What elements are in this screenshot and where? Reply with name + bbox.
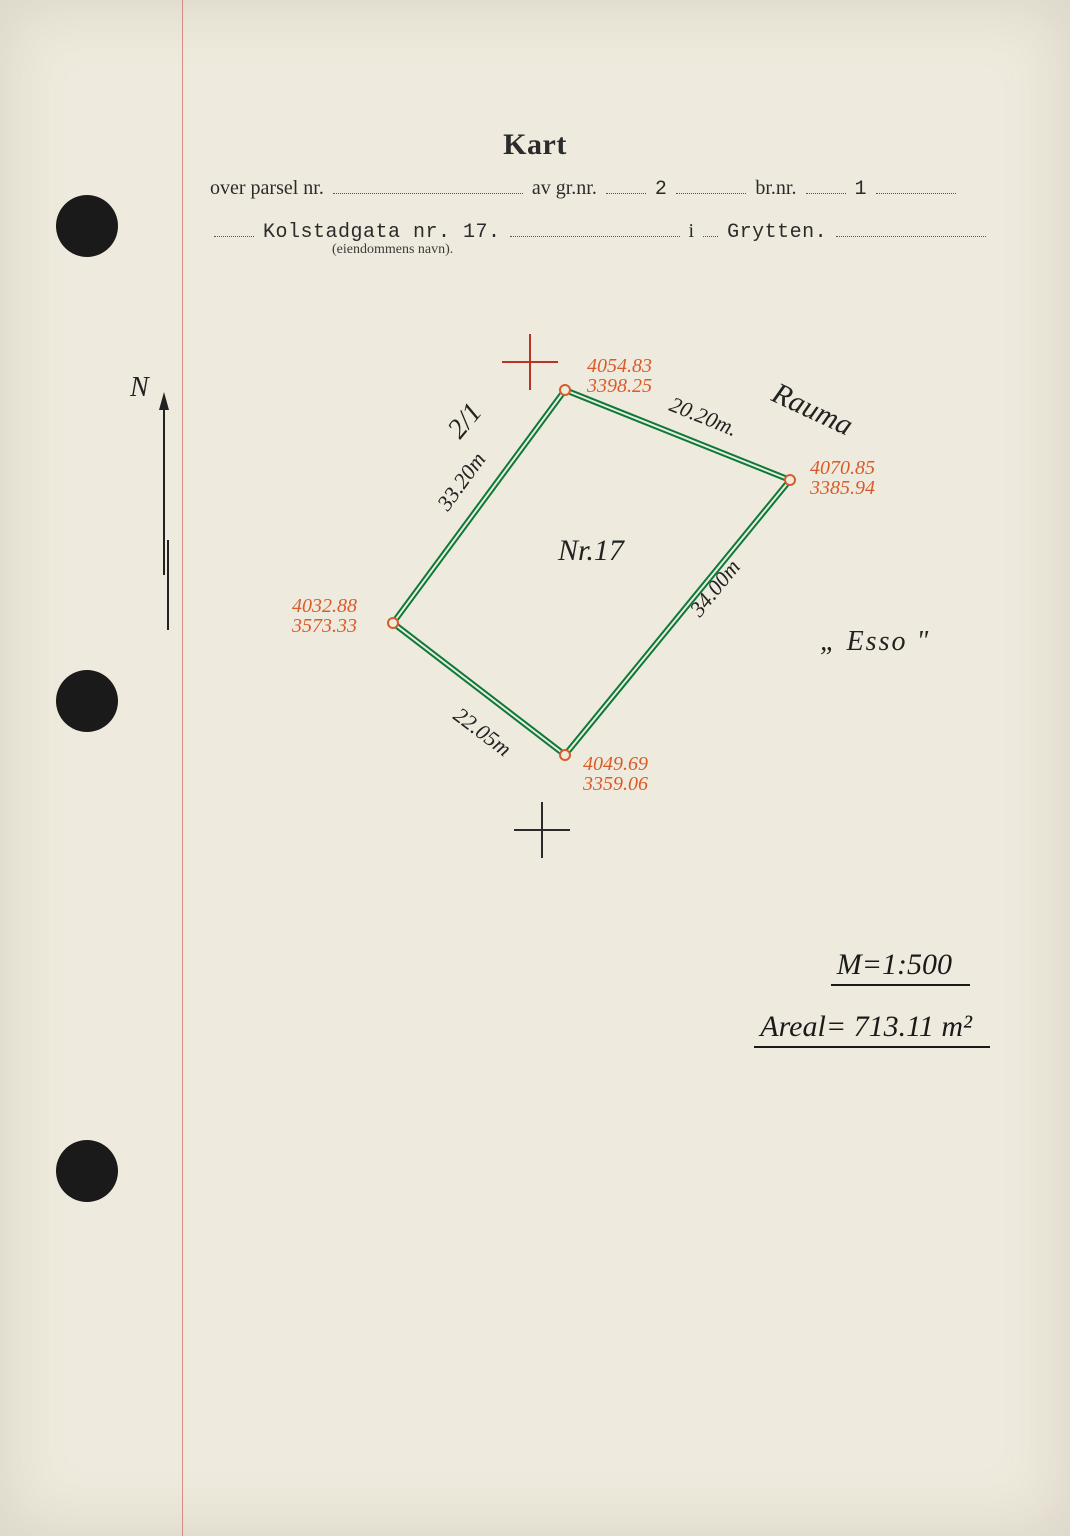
corner-coord: 3385.94	[809, 477, 875, 499]
corner-coord: 3398.25	[586, 375, 652, 397]
area-note: Areal= 713.11 m²	[754, 1010, 990, 1048]
document-page: Kart over parsel nr. av gr.nr. 2 br.nr. …	[0, 0, 1070, 1536]
neighbor-label: 2/1	[442, 397, 489, 444]
parcel-label: Nr.17	[557, 534, 626, 567]
edge-length: 34.00m	[684, 555, 745, 622]
north-arrow: N	[129, 372, 169, 630]
cadastral-map: N 20.20m. 34.00m 22.05m 33.20m 4054.83 3…	[0, 0, 1070, 1536]
north-label: N	[129, 372, 150, 403]
corner-coord: 4049.69	[583, 753, 648, 775]
neighbor-label: „ Esso "	[820, 626, 930, 657]
corner-marker: 4032.88 3573.33	[291, 595, 398, 637]
scale-note: M=1:500	[831, 948, 970, 986]
corner-marker: 4049.69 3359.06	[560, 750, 648, 795]
neighbor-label: Rauma	[766, 376, 858, 442]
corner-coord: 3573.33	[291, 615, 357, 637]
corner-coord: 4070.85	[810, 457, 875, 479]
corner-coord: 3359.06	[582, 773, 648, 795]
corner-coord: 4054.83	[587, 355, 652, 377]
corner-coord: 4032.88	[292, 595, 357, 617]
corner-marker: 4070.85 3385.94	[785, 457, 875, 499]
cross-mark	[502, 334, 558, 390]
cross-mark	[514, 802, 570, 858]
